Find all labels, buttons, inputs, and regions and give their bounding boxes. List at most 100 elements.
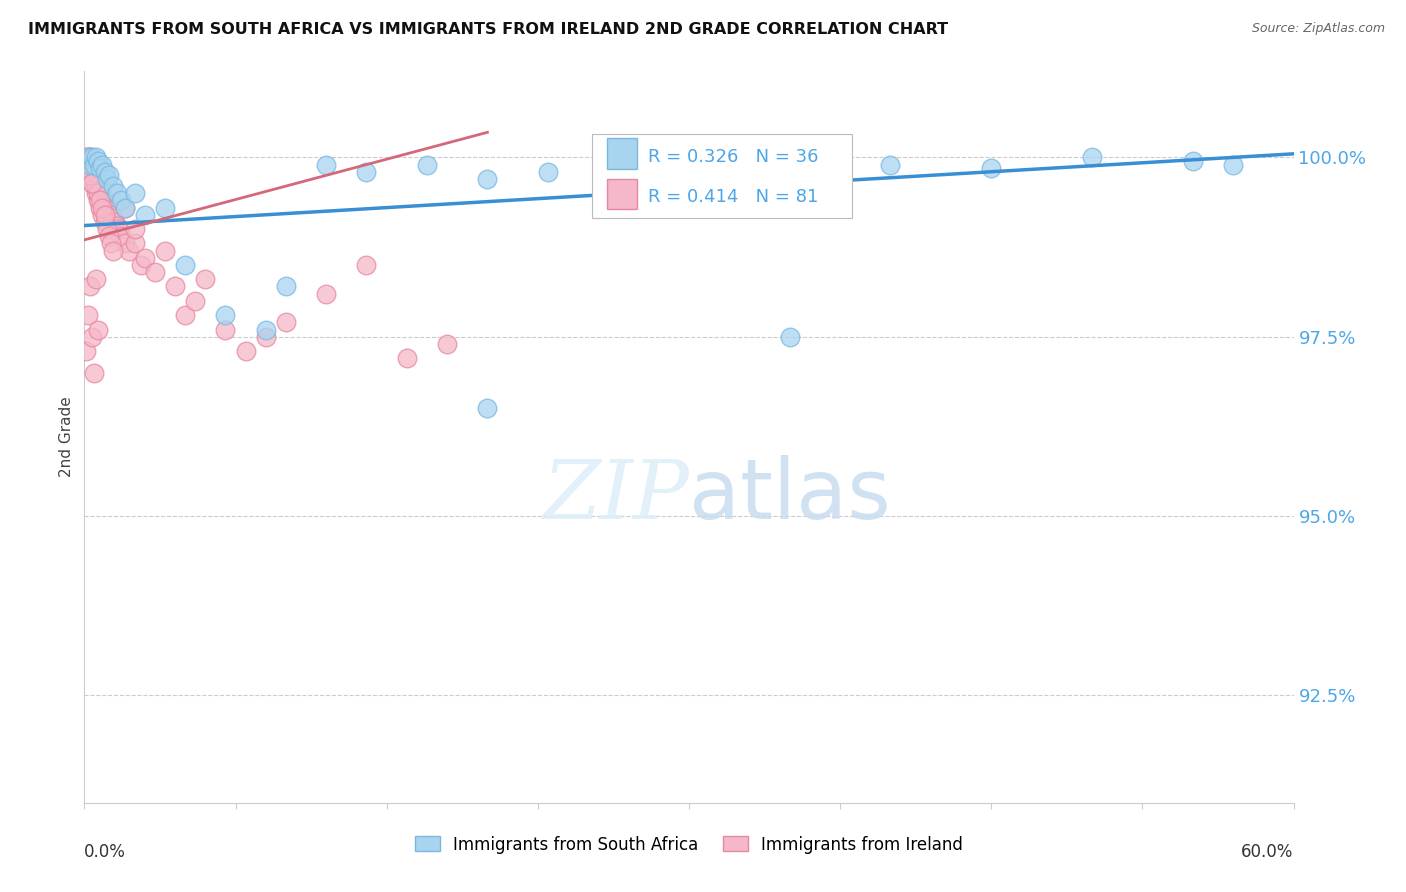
Point — [97, 204, 120, 219]
Point — [93, 165, 115, 179]
Legend: Immigrants from South Africa, Immigrants from Ireland: Immigrants from South Africa, Immigrants… — [408, 829, 970, 860]
Point — [214, 308, 236, 322]
Point — [86, 172, 108, 186]
Point — [254, 329, 277, 343]
Point — [79, 158, 101, 172]
Point — [104, 215, 127, 229]
Point — [87, 322, 110, 336]
Point — [395, 351, 418, 366]
Point — [97, 169, 120, 183]
Point — [678, 161, 700, 176]
Point — [174, 258, 197, 272]
Point — [82, 165, 104, 179]
Point — [77, 161, 100, 176]
Point — [83, 169, 105, 183]
Point — [79, 158, 101, 172]
Point — [89, 183, 111, 197]
Point — [101, 179, 124, 194]
Point — [436, 336, 458, 351]
Point — [100, 236, 122, 251]
Point — [97, 229, 120, 244]
Point — [82, 172, 104, 186]
Point — [114, 236, 136, 251]
Point — [82, 329, 104, 343]
Point — [83, 165, 105, 179]
Point — [165, 279, 187, 293]
Point — [315, 158, 337, 172]
Point — [96, 222, 118, 236]
Point — [617, 158, 640, 172]
Point — [79, 169, 101, 183]
Point — [779, 329, 801, 343]
Point — [537, 165, 560, 179]
Point — [184, 293, 207, 308]
Point — [87, 172, 110, 186]
Point — [143, 265, 166, 279]
Point — [93, 194, 115, 208]
Point — [89, 194, 111, 208]
Text: IMMIGRANTS FROM SOUTH AFRICA VS IMMIGRANTS FROM IRELAND 2ND GRADE CORRELATION CH: IMMIGRANTS FROM SOUTH AFRICA VS IMMIGRAN… — [28, 22, 948, 37]
Point — [254, 322, 277, 336]
Point — [96, 201, 118, 215]
Point — [235, 344, 257, 359]
Point — [83, 165, 105, 179]
FancyBboxPatch shape — [607, 178, 637, 210]
Point — [79, 150, 101, 164]
Point — [980, 161, 1002, 176]
Point — [174, 308, 197, 322]
Point — [87, 153, 110, 168]
Point — [107, 222, 129, 236]
Point — [83, 366, 105, 380]
Point — [274, 315, 297, 329]
Point — [82, 165, 104, 179]
Point — [153, 244, 176, 258]
Point — [86, 186, 108, 201]
Point — [77, 158, 100, 172]
Point — [129, 258, 152, 272]
Point — [194, 272, 217, 286]
Point — [101, 244, 124, 258]
Point — [75, 150, 97, 164]
Point — [93, 215, 115, 229]
Point — [214, 322, 236, 336]
Point — [89, 161, 111, 176]
Point — [124, 222, 146, 236]
Point — [96, 172, 118, 186]
Point — [315, 286, 337, 301]
Text: Source: ZipAtlas.com: Source: ZipAtlas.com — [1251, 22, 1385, 36]
Text: atlas: atlas — [689, 455, 890, 536]
Point — [86, 150, 108, 164]
Point — [91, 186, 114, 201]
Text: 0.0%: 0.0% — [84, 843, 127, 861]
Point — [356, 165, 378, 179]
Point — [124, 236, 146, 251]
Point — [79, 279, 101, 293]
Point — [87, 176, 110, 190]
Point — [1181, 153, 1204, 168]
Y-axis label: 2nd Grade: 2nd Grade — [59, 397, 75, 477]
Point — [83, 158, 105, 172]
Point — [93, 208, 115, 222]
Point — [91, 158, 114, 172]
Point — [89, 201, 111, 215]
Point — [110, 194, 132, 208]
FancyBboxPatch shape — [607, 138, 637, 169]
Point — [77, 308, 100, 322]
Point — [87, 186, 110, 201]
Point — [356, 258, 378, 272]
Point — [89, 179, 111, 194]
Point — [82, 176, 104, 190]
Point — [86, 272, 108, 286]
Point — [79, 150, 101, 164]
Text: ZIP: ZIP — [543, 456, 689, 535]
Point — [416, 158, 439, 172]
Point — [83, 172, 105, 186]
Point — [1081, 150, 1104, 164]
Point — [134, 208, 156, 222]
Point — [83, 179, 105, 194]
Point — [274, 279, 297, 293]
Point — [79, 158, 101, 172]
Point — [134, 251, 156, 265]
Point — [86, 169, 108, 183]
Point — [91, 201, 114, 215]
